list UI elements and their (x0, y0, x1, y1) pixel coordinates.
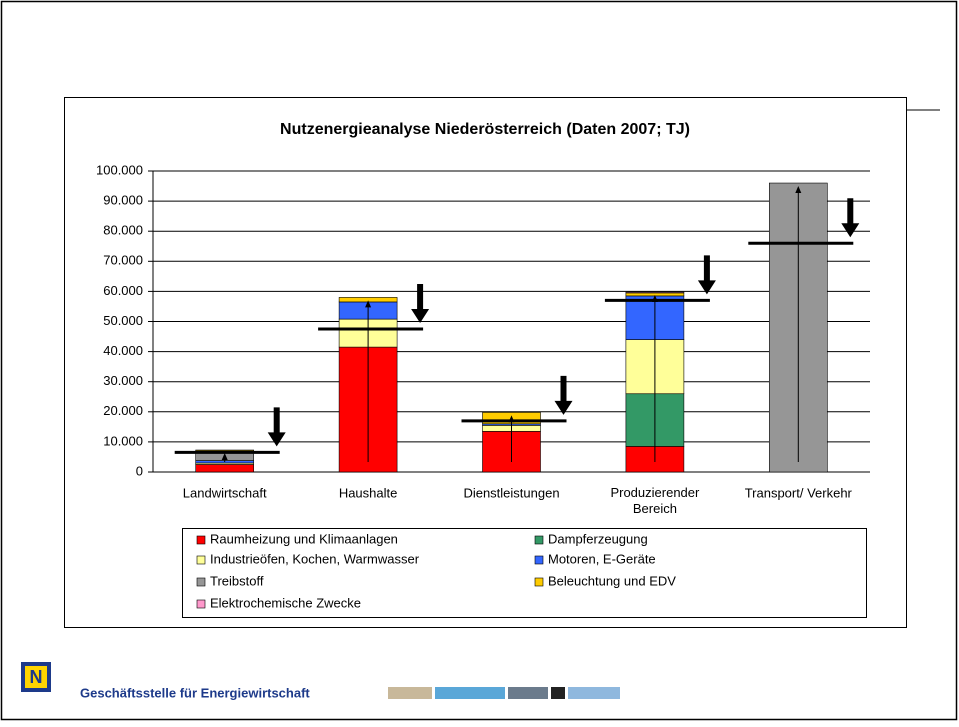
inner-arrow-head (365, 300, 372, 308)
y-tick-label: 70.000 (103, 253, 143, 268)
legend-swatch (534, 577, 544, 587)
strip-1 (388, 687, 432, 699)
strip-3 (508, 687, 548, 699)
y-tick-label: 30.000 (103, 373, 143, 388)
footer-text: Geschäftsstelle für Energiewirtschaft (80, 685, 310, 700)
down-arrow (267, 407, 286, 447)
inner-arrow-head (221, 453, 228, 461)
legend-frame (182, 528, 867, 618)
strip-5 (568, 687, 620, 699)
y-tick-label: 40.000 (103, 343, 143, 358)
image-strip (388, 687, 620, 699)
down-arrow (841, 198, 860, 238)
chart-title: Nutzenergieanalyse Niederösterreich (Dat… (280, 121, 690, 138)
strip-2 (435, 687, 505, 699)
x-tick-label: Transport/ Verkehr (745, 485, 853, 500)
logo-letter: N (30, 667, 43, 687)
bar-segment (195, 464, 254, 473)
y-tick-label: 60.000 (103, 283, 143, 298)
inner-arrow-head (795, 186, 802, 194)
down-arrow (411, 284, 430, 324)
legend-label: Treibstoff (210, 573, 264, 588)
legend-swatch (534, 555, 544, 565)
bar-segment (195, 449, 254, 452)
x-tick-label: Landwirtschaft (183, 485, 267, 500)
legend-label: Motoren, E-Geräte (548, 551, 656, 566)
legend-swatch (196, 535, 206, 545)
y-tick-label: 80.000 (103, 223, 143, 238)
y-tick-label: 90.000 (103, 193, 143, 208)
y-tick-label: 0 (136, 463, 143, 478)
x-tick-label: Haushalte (339, 485, 398, 500)
x-tick-line: Bereich (633, 501, 677, 516)
legend-label: Dampferzeugung (548, 531, 648, 546)
x-tick-line: Produzierender (610, 485, 700, 500)
y-tick-label: 50.000 (103, 313, 143, 328)
bar-segment (625, 291, 685, 294)
legend-swatch (196, 577, 206, 587)
legend-label: Industrieöfen, Kochen, Warmwasser (210, 551, 420, 566)
y-tick-label: 10.000 (103, 433, 143, 448)
legend-label: Beleuchtung und EDV (548, 573, 676, 588)
y-tick-label: 20.000 (103, 403, 143, 418)
strip-4 (551, 687, 565, 699)
y-tick-label: 100.000 (96, 162, 143, 177)
legend-swatch (196, 555, 206, 565)
legend-label: Elektrochemische Zwecke (210, 595, 361, 610)
legend-swatch (534, 535, 544, 545)
x-tick-label: Produzierender Bereich (610, 485, 700, 516)
down-arrow (697, 255, 716, 295)
logo-inner (25, 666, 47, 688)
x-tick-label: Dienstleistungen (463, 485, 559, 500)
legend-swatch (196, 599, 206, 609)
down-arrow (554, 375, 573, 415)
legend-label: Raumheizung und Klimaanlagen (210, 531, 398, 546)
